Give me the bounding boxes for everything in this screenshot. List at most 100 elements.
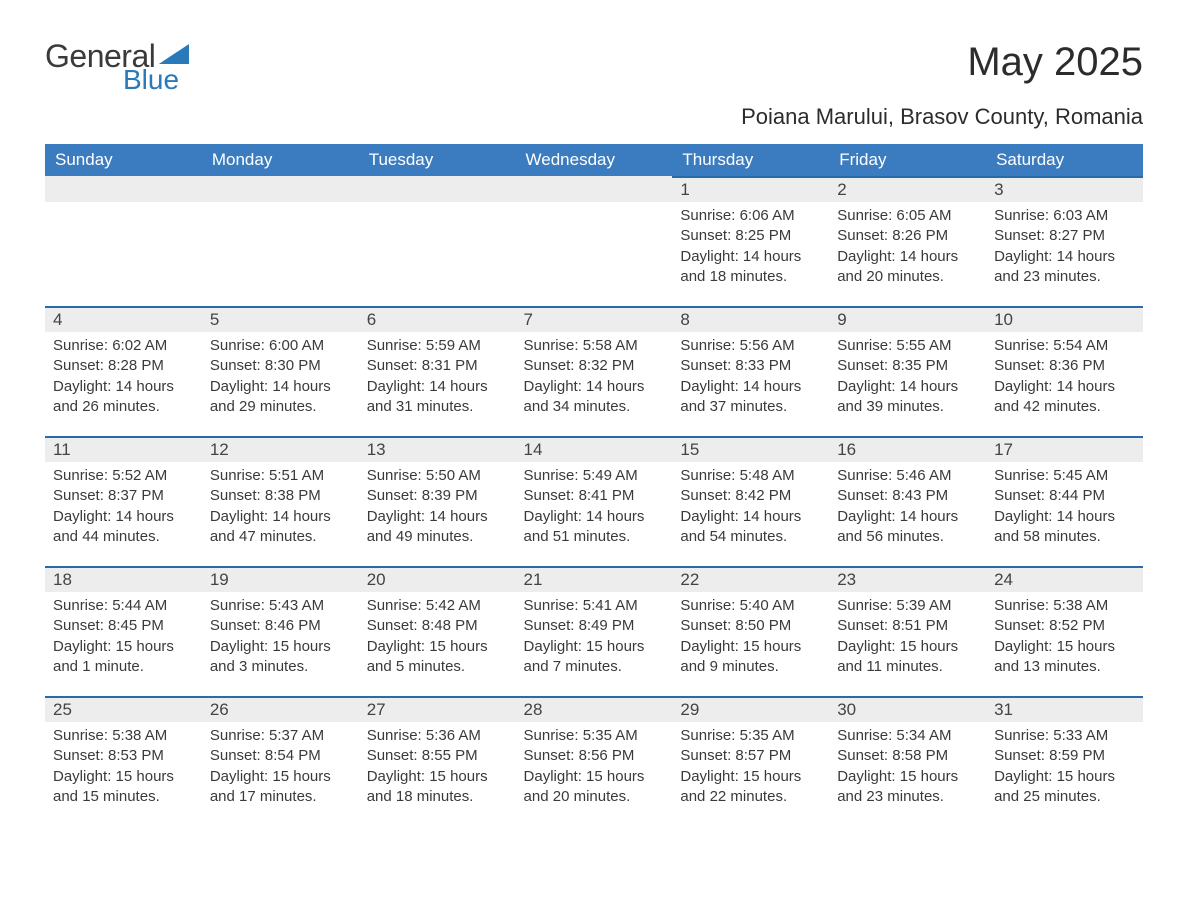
sunset-line: Sunset: 8:59 PM (994, 746, 1135, 766)
daylight-line: Daylight: 15 hours and 25 minutes. (994, 767, 1135, 808)
daylight-line: Daylight: 15 hours and 7 minutes. (524, 637, 665, 678)
day-details: Sunrise: 5:58 AMSunset: 8:32 PMDaylight:… (516, 332, 673, 425)
sunrise-line: Sunrise: 5:39 AM (837, 596, 978, 616)
sunrise-line: Sunrise: 6:00 AM (210, 336, 351, 356)
day-number: 21 (516, 566, 673, 592)
daylight-line: Daylight: 15 hours and 1 minute. (53, 637, 194, 678)
daylight-line: Daylight: 15 hours and 23 minutes. (837, 767, 978, 808)
weekday-header: Tuesday (359, 144, 516, 176)
daylight-line: Daylight: 14 hours and 18 minutes. (680, 247, 821, 288)
sunrise-line: Sunrise: 5:46 AM (837, 466, 978, 486)
sunset-line: Sunset: 8:58 PM (837, 746, 978, 766)
sunrise-line: Sunrise: 5:49 AM (524, 466, 665, 486)
day-number: 26 (202, 696, 359, 722)
day-number: 23 (829, 566, 986, 592)
sunset-line: Sunset: 8:38 PM (210, 486, 351, 506)
daylight-line: Daylight: 14 hours and 47 minutes. (210, 507, 351, 548)
sunset-line: Sunset: 8:30 PM (210, 356, 351, 376)
empty-day (359, 176, 516, 202)
sunrise-line: Sunrise: 5:33 AM (994, 726, 1135, 746)
calendar-cell: 26Sunrise: 5:37 AMSunset: 8:54 PMDayligh… (202, 696, 359, 826)
day-details: Sunrise: 5:49 AMSunset: 8:41 PMDaylight:… (516, 462, 673, 555)
daylight-line: Daylight: 14 hours and 49 minutes. (367, 507, 508, 548)
day-number: 9 (829, 306, 986, 332)
day-number: 18 (45, 566, 202, 592)
sunrise-line: Sunrise: 5:40 AM (680, 596, 821, 616)
daylight-line: Daylight: 14 hours and 34 minutes. (524, 377, 665, 418)
calendar-week-row: 11Sunrise: 5:52 AMSunset: 8:37 PMDayligh… (45, 436, 1143, 566)
day-details: Sunrise: 5:52 AMSunset: 8:37 PMDaylight:… (45, 462, 202, 555)
calendar-cell: 5Sunrise: 6:00 AMSunset: 8:30 PMDaylight… (202, 306, 359, 436)
calendar-cell: 16Sunrise: 5:46 AMSunset: 8:43 PMDayligh… (829, 436, 986, 566)
calendar-cell: 10Sunrise: 5:54 AMSunset: 8:36 PMDayligh… (986, 306, 1143, 436)
calendar-week-row: 25Sunrise: 5:38 AMSunset: 8:53 PMDayligh… (45, 696, 1143, 826)
day-details: Sunrise: 6:03 AMSunset: 8:27 PMDaylight:… (986, 202, 1143, 295)
calendar-cell: 1Sunrise: 6:06 AMSunset: 8:25 PMDaylight… (672, 176, 829, 306)
sunset-line: Sunset: 8:53 PM (53, 746, 194, 766)
sunset-line: Sunset: 8:26 PM (837, 226, 978, 246)
weekday-header: Thursday (672, 144, 829, 176)
calendar-cell: 31Sunrise: 5:33 AMSunset: 8:59 PMDayligh… (986, 696, 1143, 826)
daylight-line: Daylight: 14 hours and 56 minutes. (837, 507, 978, 548)
sunrise-line: Sunrise: 5:44 AM (53, 596, 194, 616)
sunset-line: Sunset: 8:50 PM (680, 616, 821, 636)
weekday-header: Monday (202, 144, 359, 176)
day-details: Sunrise: 5:48 AMSunset: 8:42 PMDaylight:… (672, 462, 829, 555)
day-details: Sunrise: 5:54 AMSunset: 8:36 PMDaylight:… (986, 332, 1143, 425)
day-details: Sunrise: 5:41 AMSunset: 8:49 PMDaylight:… (516, 592, 673, 685)
day-number: 30 (829, 696, 986, 722)
sunrise-line: Sunrise: 6:06 AM (680, 206, 821, 226)
calendar-cell: 29Sunrise: 5:35 AMSunset: 8:57 PMDayligh… (672, 696, 829, 826)
day-details: Sunrise: 5:34 AMSunset: 8:58 PMDaylight:… (829, 722, 986, 815)
day-details: Sunrise: 6:00 AMSunset: 8:30 PMDaylight:… (202, 332, 359, 425)
day-number: 3 (986, 176, 1143, 202)
sunset-line: Sunset: 8:51 PM (837, 616, 978, 636)
calendar-cell: 7Sunrise: 5:58 AMSunset: 8:32 PMDaylight… (516, 306, 673, 436)
daylight-line: Daylight: 15 hours and 13 minutes. (994, 637, 1135, 678)
daylight-line: Daylight: 14 hours and 39 minutes. (837, 377, 978, 418)
day-details: Sunrise: 5:35 AMSunset: 8:56 PMDaylight:… (516, 722, 673, 815)
weekday-header: Saturday (986, 144, 1143, 176)
sunrise-line: Sunrise: 6:03 AM (994, 206, 1135, 226)
day-details: Sunrise: 5:56 AMSunset: 8:33 PMDaylight:… (672, 332, 829, 425)
empty-day (45, 176, 202, 202)
day-details: Sunrise: 5:38 AMSunset: 8:53 PMDaylight:… (45, 722, 202, 815)
sunrise-line: Sunrise: 5:34 AM (837, 726, 978, 746)
day-details: Sunrise: 5:46 AMSunset: 8:43 PMDaylight:… (829, 462, 986, 555)
calendar-cell: 2Sunrise: 6:05 AMSunset: 8:26 PMDaylight… (829, 176, 986, 306)
day-details: Sunrise: 5:37 AMSunset: 8:54 PMDaylight:… (202, 722, 359, 815)
sunrise-line: Sunrise: 5:38 AM (994, 596, 1135, 616)
day-details: Sunrise: 5:51 AMSunset: 8:38 PMDaylight:… (202, 462, 359, 555)
sunrise-line: Sunrise: 5:35 AM (524, 726, 665, 746)
logo: General Blue (45, 40, 189, 94)
sunset-line: Sunset: 8:46 PM (210, 616, 351, 636)
sunrise-line: Sunrise: 5:48 AM (680, 466, 821, 486)
calendar-cell: 13Sunrise: 5:50 AMSunset: 8:39 PMDayligh… (359, 436, 516, 566)
day-number: 24 (986, 566, 1143, 592)
calendar-cell: 21Sunrise: 5:41 AMSunset: 8:49 PMDayligh… (516, 566, 673, 696)
day-number: 5 (202, 306, 359, 332)
daylight-line: Daylight: 14 hours and 26 minutes. (53, 377, 194, 418)
day-number: 22 (672, 566, 829, 592)
sunset-line: Sunset: 8:48 PM (367, 616, 508, 636)
day-details: Sunrise: 5:35 AMSunset: 8:57 PMDaylight:… (672, 722, 829, 815)
sunset-line: Sunset: 8:45 PM (53, 616, 194, 636)
day-details: Sunrise: 5:55 AMSunset: 8:35 PMDaylight:… (829, 332, 986, 425)
sunset-line: Sunset: 8:42 PM (680, 486, 821, 506)
sunset-line: Sunset: 8:43 PM (837, 486, 978, 506)
weekday-header: Wednesday (516, 144, 673, 176)
daylight-line: Daylight: 15 hours and 9 minutes. (680, 637, 821, 678)
calendar-cell: 30Sunrise: 5:34 AMSunset: 8:58 PMDayligh… (829, 696, 986, 826)
empty-day (202, 176, 359, 202)
calendar-cell: 8Sunrise: 5:56 AMSunset: 8:33 PMDaylight… (672, 306, 829, 436)
daylight-line: Daylight: 15 hours and 18 minutes. (367, 767, 508, 808)
calendar-cell: 6Sunrise: 5:59 AMSunset: 8:31 PMDaylight… (359, 306, 516, 436)
sunset-line: Sunset: 8:37 PM (53, 486, 194, 506)
sunrise-line: Sunrise: 5:54 AM (994, 336, 1135, 356)
day-details: Sunrise: 6:06 AMSunset: 8:25 PMDaylight:… (672, 202, 829, 295)
daylight-line: Daylight: 15 hours and 20 minutes. (524, 767, 665, 808)
calendar-cell: 23Sunrise: 5:39 AMSunset: 8:51 PMDayligh… (829, 566, 986, 696)
daylight-line: Daylight: 14 hours and 51 minutes. (524, 507, 665, 548)
daylight-line: Daylight: 15 hours and 22 minutes. (680, 767, 821, 808)
header: General Blue May 2025 (45, 40, 1143, 94)
